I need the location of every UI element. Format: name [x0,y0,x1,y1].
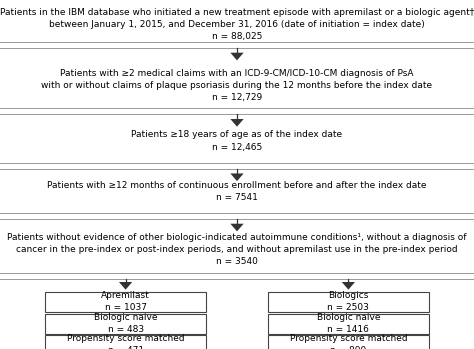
Text: Patients with ≥12 months of continuous enrollment before and after the index dat: Patients with ≥12 months of continuous e… [47,181,427,202]
FancyBboxPatch shape [45,335,206,349]
FancyBboxPatch shape [268,314,429,334]
Polygon shape [230,53,244,60]
FancyBboxPatch shape [268,335,429,349]
FancyBboxPatch shape [268,292,429,312]
Text: Biologic naive
n = 483: Biologic naive n = 483 [94,313,157,334]
Text: Propensity score matched
n = 890: Propensity score matched n = 890 [290,334,407,349]
Text: Patients ≥18 years of age as of the index date
n = 12,465: Patients ≥18 years of age as of the inde… [131,131,343,151]
Text: Patients without evidence of other biologic-indicated autoimmune conditions¹, wi: Patients without evidence of other biolo… [7,233,467,266]
Text: Biologics
n = 2503: Biologics n = 2503 [328,291,369,312]
Text: Patients in the IBM database who initiated a new treatment episode with apremila: Patients in the IBM database who initiat… [0,8,474,41]
FancyBboxPatch shape [45,292,206,312]
Polygon shape [119,282,132,290]
Text: Patients with ≥2 medical claims with an ICD-9-CM/ICD-10-CM diagnosis of PsA
with: Patients with ≥2 medical claims with an … [41,69,433,102]
FancyBboxPatch shape [45,314,206,334]
Polygon shape [342,282,355,290]
Polygon shape [230,173,244,181]
Text: Apremilast
n = 1037: Apremilast n = 1037 [101,291,150,312]
Polygon shape [230,119,244,127]
Text: Biologic naive
n = 1416: Biologic naive n = 1416 [317,313,380,334]
Polygon shape [230,224,244,231]
Text: Propensity score matched
n = 471: Propensity score matched n = 471 [67,334,184,349]
